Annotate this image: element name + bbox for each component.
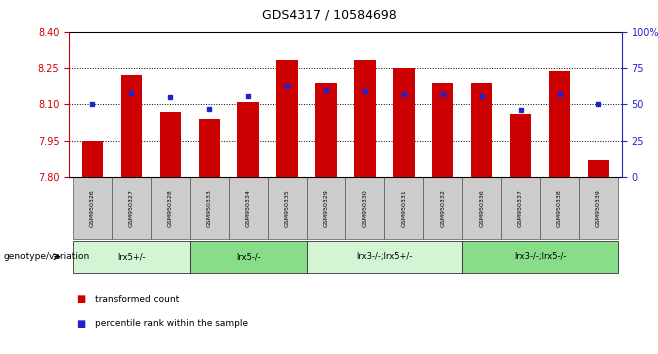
Text: GSM950332: GSM950332 [440, 189, 445, 227]
Bar [540, 177, 579, 239]
Bar [190, 241, 307, 273]
Bar [471, 83, 492, 177]
Bar [190, 177, 229, 239]
Bar [120, 75, 142, 177]
Bar [432, 83, 453, 177]
Text: GSM950334: GSM950334 [245, 189, 251, 227]
Bar [501, 177, 540, 239]
Bar [393, 68, 415, 177]
Text: genotype/variation: genotype/variation [3, 252, 89, 261]
Text: GDS4317 / 10584698: GDS4317 / 10584698 [262, 9, 396, 22]
Bar [73, 177, 112, 239]
Text: percentile rank within the sample: percentile rank within the sample [95, 319, 249, 329]
Text: lrx3-/-;lrx5+/-: lrx3-/-;lrx5+/- [356, 252, 413, 261]
Text: GSM950326: GSM950326 [90, 189, 95, 227]
Bar [229, 177, 268, 239]
Text: GSM950335: GSM950335 [284, 189, 290, 227]
Bar [276, 60, 298, 177]
Text: GSM950330: GSM950330 [363, 189, 367, 227]
Bar [307, 241, 462, 273]
Bar [268, 177, 307, 239]
Text: GSM950327: GSM950327 [129, 189, 134, 227]
Text: GSM950331: GSM950331 [401, 189, 407, 227]
Bar [160, 112, 181, 177]
Bar [151, 177, 190, 239]
Bar [549, 70, 570, 177]
Bar [315, 83, 337, 177]
Bar [384, 177, 423, 239]
Text: lrx3-/-;lrx5-/-: lrx3-/-;lrx5-/- [514, 252, 567, 261]
Bar [307, 177, 345, 239]
Text: lrx5-/-: lrx5-/- [236, 252, 261, 261]
Text: GSM950338: GSM950338 [557, 189, 562, 227]
Bar [112, 177, 151, 239]
Bar [579, 177, 618, 239]
Text: GSM950329: GSM950329 [324, 189, 328, 227]
Bar [462, 241, 618, 273]
Text: GSM950337: GSM950337 [518, 189, 523, 227]
Text: GSM950336: GSM950336 [479, 189, 484, 227]
Bar [82, 141, 103, 177]
Text: lrx5+/-: lrx5+/- [117, 252, 145, 261]
Bar [354, 60, 376, 177]
Bar [423, 177, 462, 239]
Bar [73, 241, 190, 273]
Text: GSM950328: GSM950328 [168, 189, 173, 227]
Bar [588, 160, 609, 177]
Text: ■: ■ [76, 319, 85, 329]
Text: GSM950339: GSM950339 [596, 189, 601, 227]
Text: GSM950333: GSM950333 [207, 189, 212, 227]
Bar [199, 119, 220, 177]
Bar [510, 114, 531, 177]
Text: transformed count: transformed count [95, 295, 180, 304]
Bar [462, 177, 501, 239]
Text: ■: ■ [76, 294, 85, 304]
Bar [238, 102, 259, 177]
Bar [345, 177, 384, 239]
